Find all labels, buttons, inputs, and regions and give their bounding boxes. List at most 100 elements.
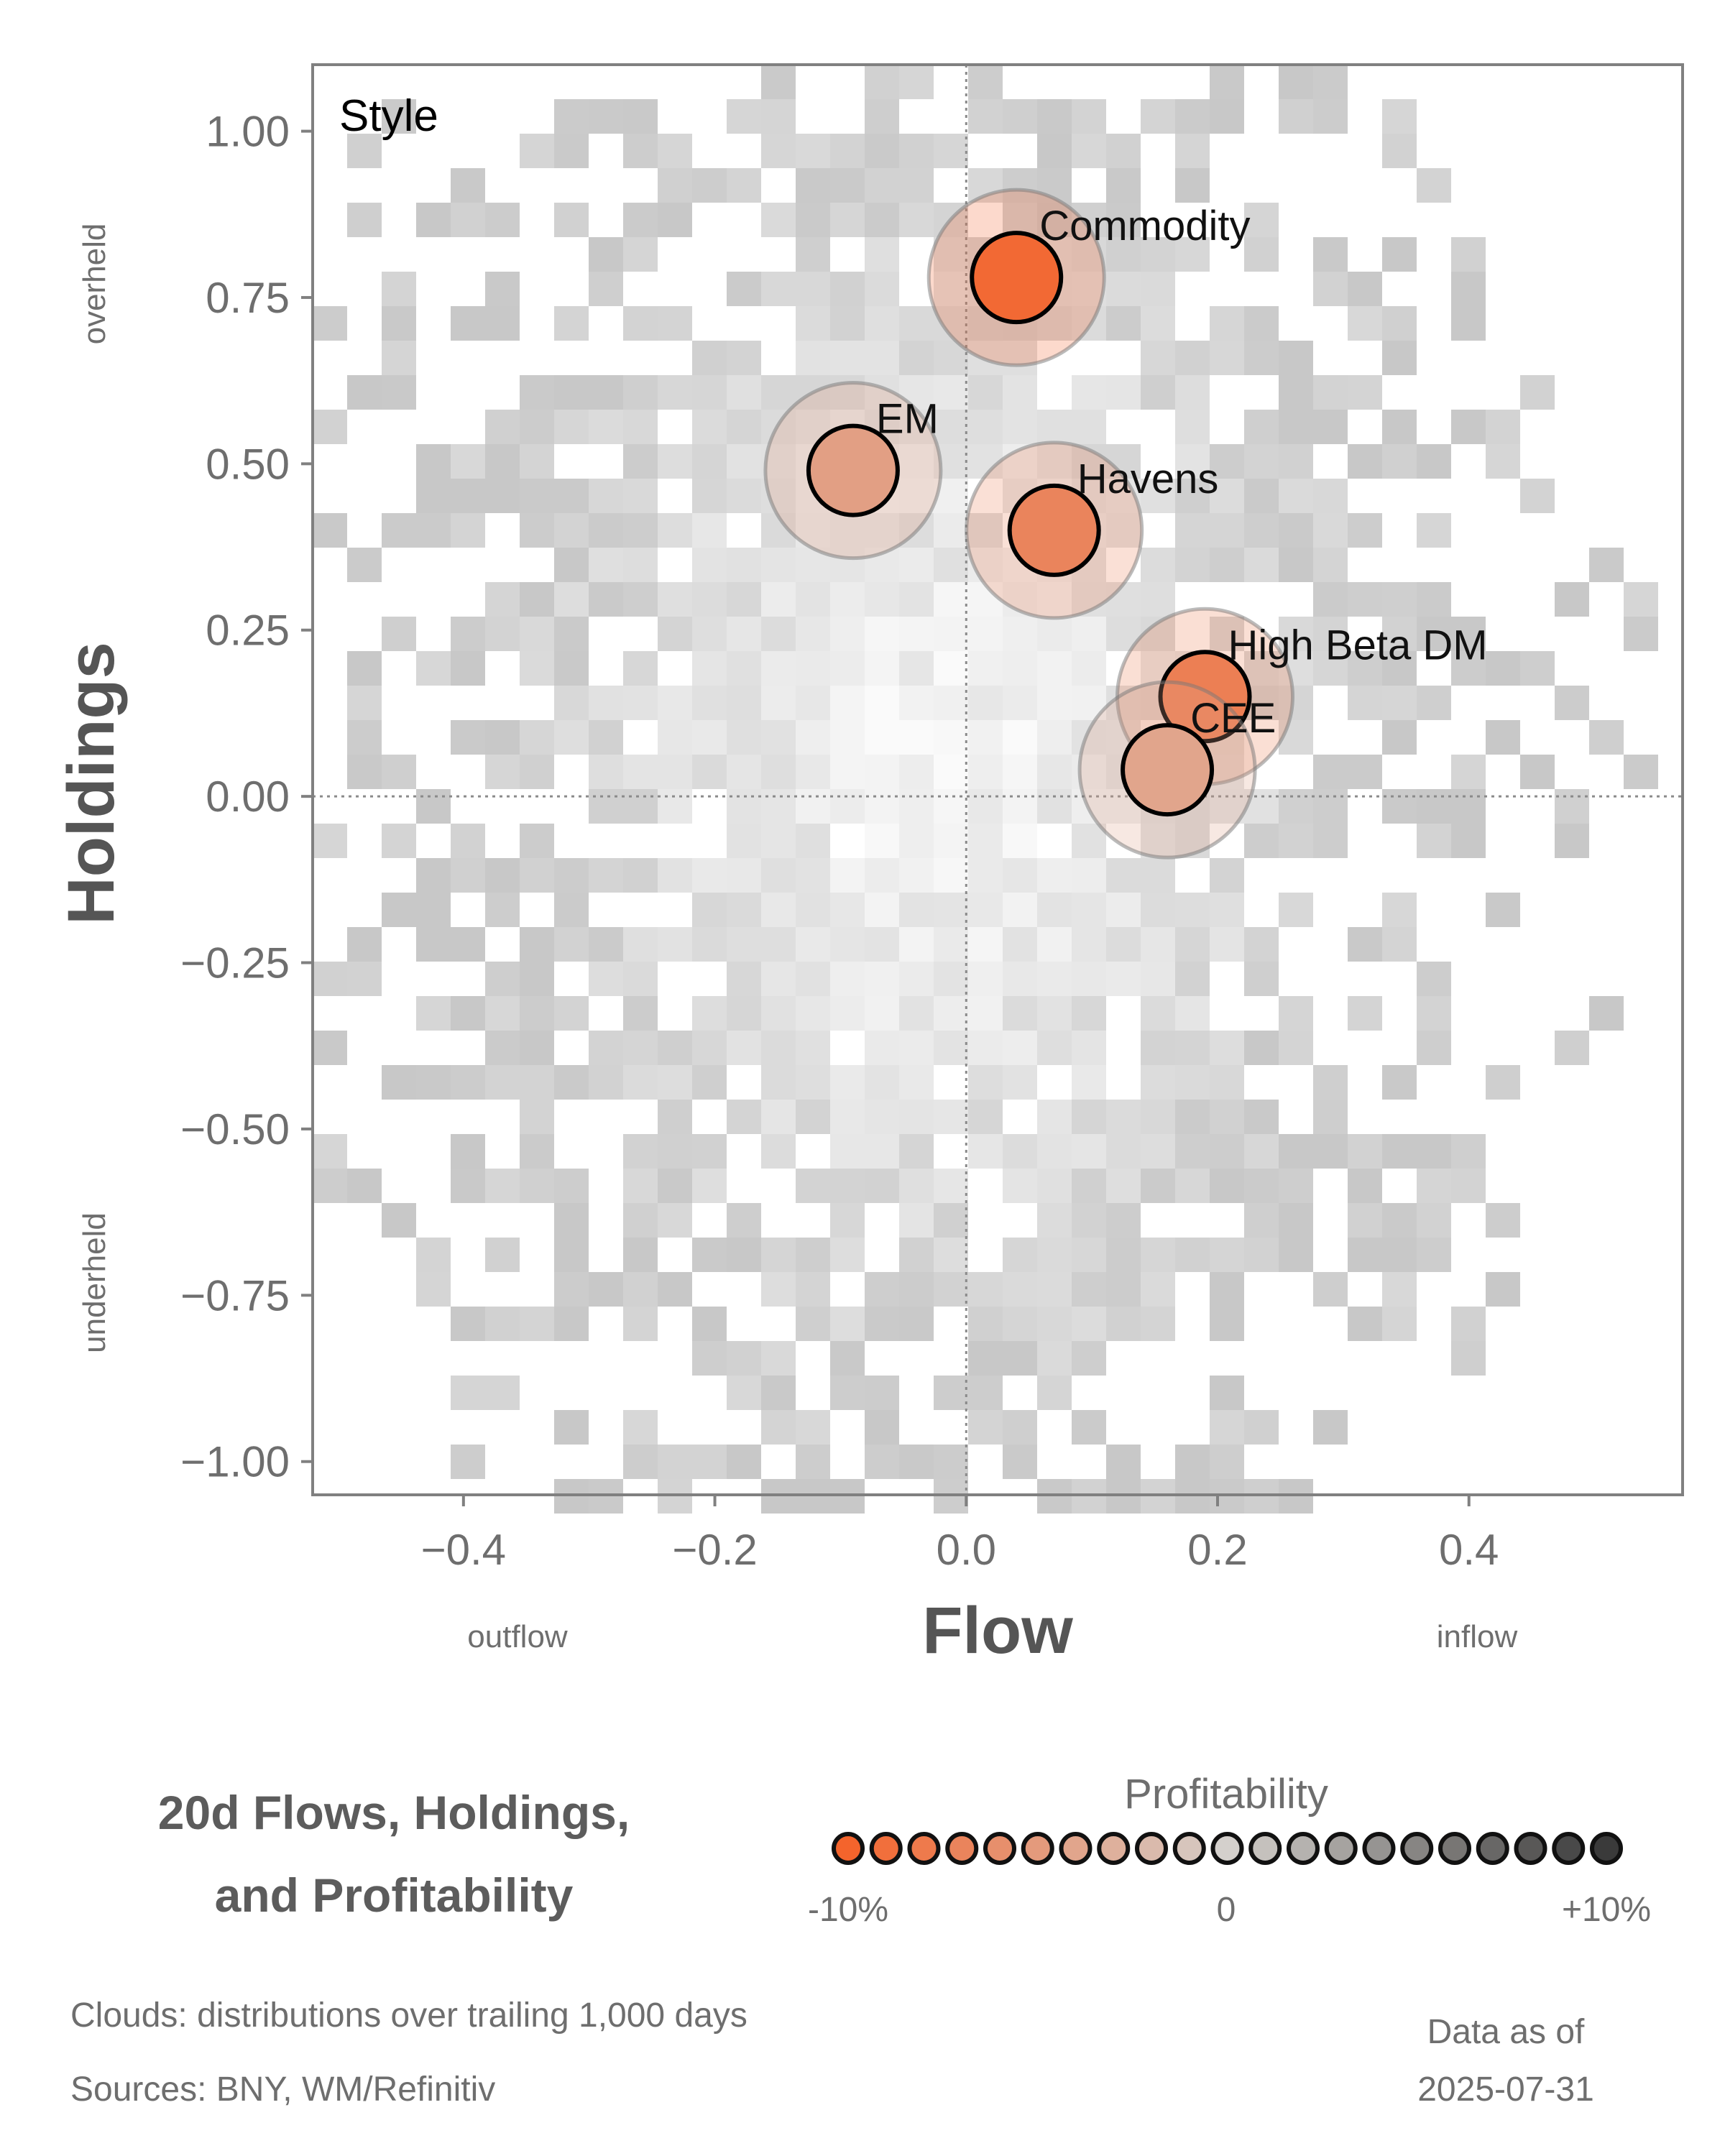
density-cell [934, 858, 968, 893]
y-tick-label: 0.50 [206, 440, 290, 488]
density-cell [1003, 755, 1037, 789]
density-cell [1417, 789, 1451, 824]
point-marker [1158, 650, 1252, 744]
density-cell [727, 1341, 761, 1376]
density-cell [692, 168, 727, 203]
density-cell [416, 1272, 451, 1307]
density-cell [347, 203, 382, 237]
density-cell [1451, 306, 1486, 341]
density-cell [727, 444, 761, 479]
colorbar-swatch [1590, 1832, 1623, 1865]
density-cell [347, 686, 382, 720]
density-cell [623, 444, 658, 479]
density-cell [382, 306, 416, 341]
density-cell [1003, 789, 1037, 824]
density-cell [899, 1203, 934, 1238]
density-cell [1451, 617, 1486, 651]
density-cell [1417, 1203, 1451, 1238]
density-cell [692, 1307, 727, 1341]
density-cell [520, 824, 554, 858]
density-cell [865, 203, 899, 237]
density-cell [830, 1169, 865, 1203]
density-cell [1313, 824, 1348, 858]
density-cell [1003, 1031, 1037, 1065]
density-cell [1141, 479, 1175, 513]
density-cell [520, 651, 554, 686]
density-cell [899, 1031, 934, 1065]
density-cell [1210, 617, 1244, 651]
density-cell [554, 617, 589, 651]
density-cell [313, 1134, 347, 1169]
density-cell [865, 1065, 899, 1100]
density-cell [830, 996, 865, 1031]
density-cell [934, 1445, 968, 1479]
density-cell [1382, 1065, 1417, 1100]
density-cell [796, 1031, 830, 1065]
density-cell [727, 996, 761, 1031]
density-cell [1003, 1445, 1037, 1479]
colorbar-swatch [1362, 1832, 1396, 1865]
density-cell [1037, 99, 1072, 134]
density-cell [1348, 755, 1382, 789]
density-cell [589, 789, 623, 824]
density-cell [416, 893, 451, 927]
density-cell [727, 617, 761, 651]
sources-note: Sources: BNY, WM/Refinitiv [70, 2070, 495, 2109]
colorbar-swatch [832, 1832, 865, 1865]
point-label: Havens [1077, 456, 1219, 502]
density-cell [1141, 237, 1175, 272]
density-cell [1555, 789, 1589, 824]
density-cell [796, 927, 830, 962]
density-cell [589, 1065, 623, 1100]
density-cell [347, 134, 382, 168]
density-cell [1037, 1238, 1072, 1272]
density-cell [1175, 134, 1210, 168]
density-cell [1382, 134, 1417, 168]
density-cell [934, 134, 968, 168]
density-cell [1037, 686, 1072, 720]
density-cell [485, 1307, 520, 1341]
density-cell [727, 375, 761, 410]
density-cell [1382, 617, 1417, 651]
density-cell [313, 410, 347, 444]
density-cell [485, 410, 520, 444]
density-cell [1037, 996, 1072, 1031]
density-cell [1348, 272, 1382, 306]
density-cell [1486, 1065, 1520, 1100]
y-tick-label: 0.75 [206, 274, 290, 322]
panel-label: Style [339, 91, 438, 141]
y-side-label-underheld: underheld [77, 1212, 112, 1353]
x-side-label-inflow: inflow [1437, 1619, 1518, 1654]
density-cell [865, 513, 899, 548]
density-cell [313, 1169, 347, 1203]
density-cell [1382, 444, 1417, 479]
density-cell [554, 858, 589, 893]
density-cell [830, 203, 865, 237]
density-cell [1210, 1445, 1244, 1479]
density-cell [1072, 134, 1106, 168]
density-cell [1003, 410, 1037, 444]
x-tick-label: 0.4 [1439, 1526, 1499, 1574]
density-cell [899, 858, 934, 893]
density-cell [1348, 1203, 1382, 1238]
density-cell [692, 1065, 727, 1100]
density-cell [1486, 410, 1520, 444]
density-cell [899, 65, 934, 99]
density-cell [968, 617, 1003, 651]
density-cell [899, 1238, 934, 1272]
colorbar-title: Profitability [1124, 1771, 1328, 1818]
density-cell [1555, 824, 1589, 858]
density-cell [1141, 1065, 1175, 1100]
density-cell [520, 927, 554, 962]
density-cell [761, 1031, 796, 1065]
density-cell [692, 927, 727, 962]
density-cell [692, 1341, 727, 1376]
density-cell [1003, 1341, 1037, 1376]
density-cell [865, 1445, 899, 1479]
density-cell [1003, 1169, 1037, 1203]
density-cell [1106, 1445, 1141, 1479]
density-cell [1106, 1169, 1141, 1203]
density-cell [1382, 306, 1417, 341]
point-marker [1121, 723, 1215, 817]
density-cell [1037, 203, 1072, 237]
